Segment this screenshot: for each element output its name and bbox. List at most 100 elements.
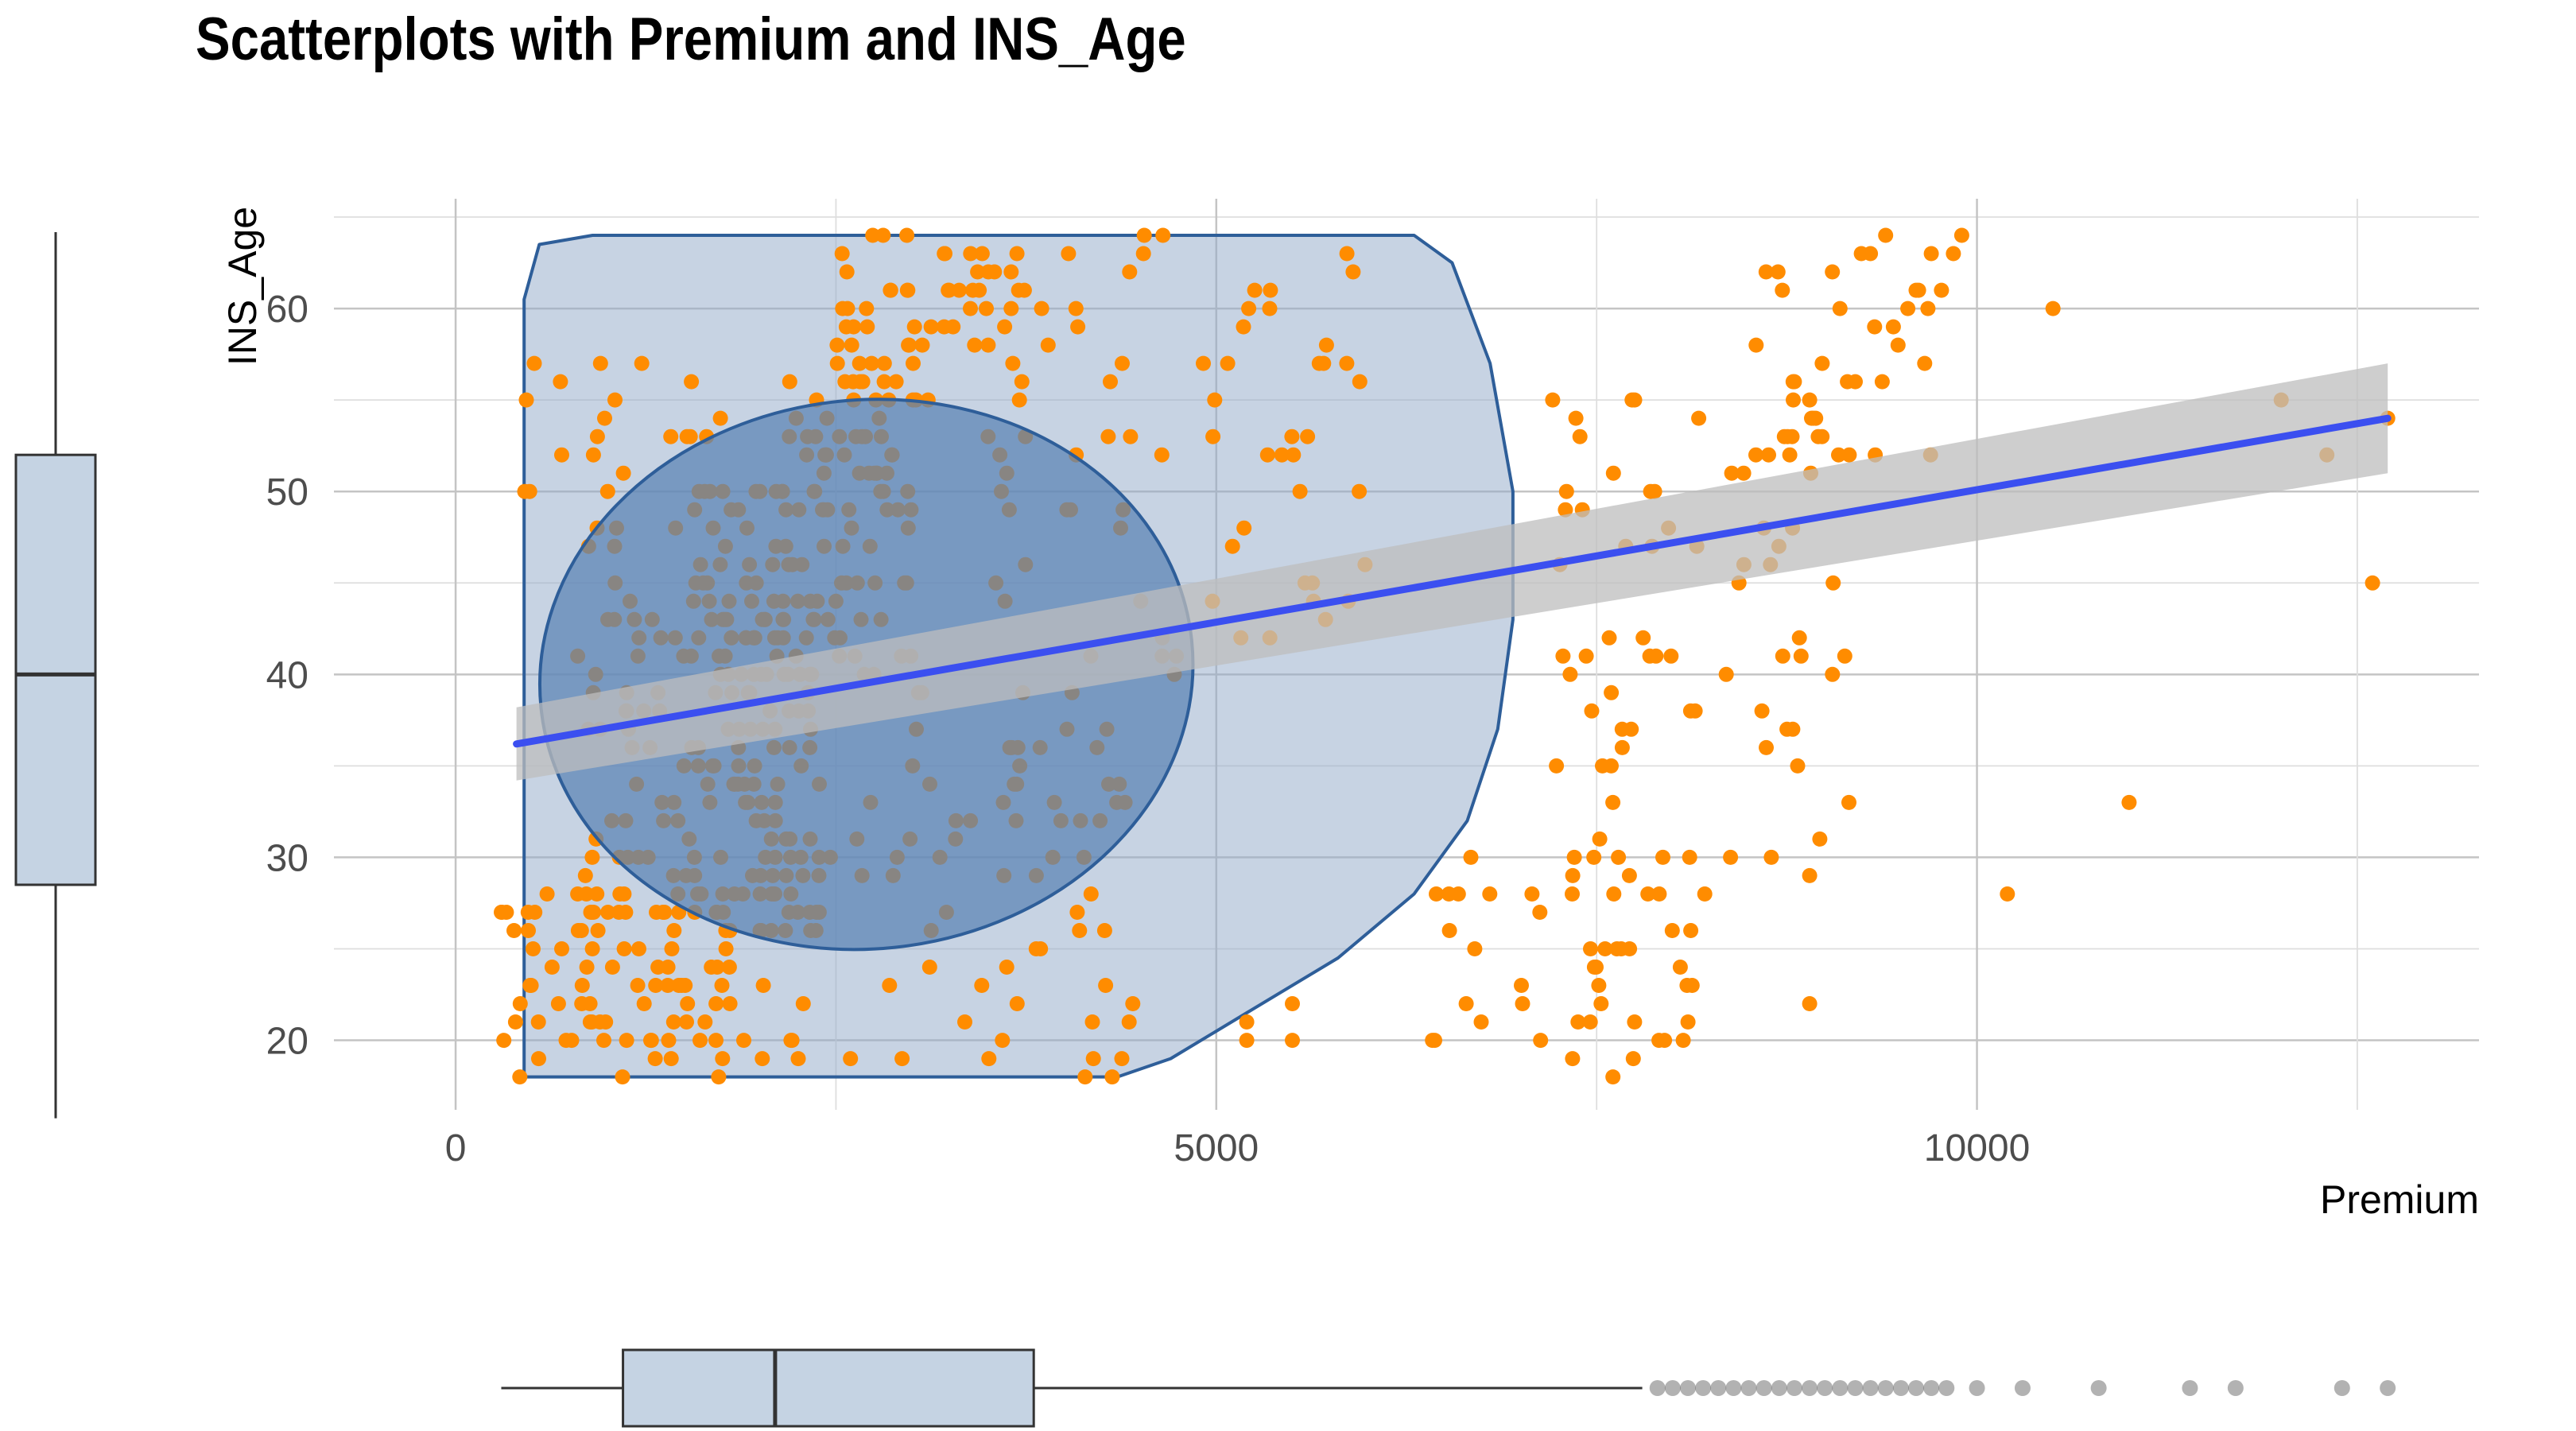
x-box-outlier <box>2014 1380 2031 1396</box>
data-point <box>708 1033 724 1049</box>
data-point <box>1908 282 1924 298</box>
data-point <box>1467 941 1483 956</box>
data-point <box>970 264 986 280</box>
data-point <box>711 1069 727 1085</box>
data-point <box>829 355 845 371</box>
data-point <box>1009 246 1025 262</box>
data-point <box>1114 1051 1130 1067</box>
data-point <box>894 1051 910 1067</box>
data-point <box>1946 246 1961 262</box>
data-point <box>967 337 983 353</box>
data-point <box>692 1033 708 1049</box>
data-point <box>647 1051 663 1067</box>
data-point <box>650 960 666 975</box>
data-point <box>1814 355 1830 371</box>
data-point <box>1863 246 1879 262</box>
data-point <box>921 960 937 975</box>
data-point <box>1096 923 1112 938</box>
data-point <box>615 465 631 481</box>
x-box-outlier <box>1847 1380 1864 1396</box>
data-point <box>974 978 990 993</box>
data-point <box>666 923 682 938</box>
data-point <box>522 978 538 993</box>
data-point <box>1810 429 1826 444</box>
x-box-outlier <box>1862 1380 1879 1396</box>
data-point <box>782 374 797 390</box>
x-box-outlier <box>1969 1380 1985 1396</box>
data-point <box>616 941 632 956</box>
data-point <box>1624 392 1640 408</box>
x-box-outlier <box>2182 1380 2198 1396</box>
data-point <box>937 246 952 262</box>
data-point <box>859 319 875 335</box>
data-point <box>1565 1051 1581 1067</box>
data-point <box>974 246 990 262</box>
data-point <box>1651 886 1667 902</box>
data-point <box>2000 886 2015 902</box>
data-point <box>1761 447 1776 463</box>
data-point <box>1565 886 1580 902</box>
data-point <box>589 429 605 444</box>
data-point <box>1115 355 1130 371</box>
x-box-outlier <box>1786 1380 1802 1396</box>
data-point <box>1840 374 1856 390</box>
data-point <box>844 337 859 353</box>
data-point <box>876 355 892 371</box>
data-point <box>1584 703 1600 719</box>
data-point <box>721 960 737 975</box>
data-point <box>945 319 961 335</box>
data-point <box>852 355 867 371</box>
data-point <box>1683 923 1699 938</box>
data-point <box>1532 905 1548 920</box>
data-point <box>586 905 601 920</box>
x-box-outlier <box>1679 1380 1696 1396</box>
data-point <box>712 410 728 426</box>
data-point <box>1878 227 1894 243</box>
data-point <box>664 941 680 956</box>
x-box-outlier <box>1710 1380 1727 1396</box>
data-point <box>829 337 845 353</box>
data-point <box>981 1051 997 1067</box>
data-point <box>1005 355 1021 371</box>
data-point <box>1136 227 1152 243</box>
data-point <box>1122 264 1138 280</box>
data-point <box>1514 978 1529 993</box>
data-point <box>1123 429 1139 444</box>
data-point <box>1825 264 1841 280</box>
y-tick-label: 30 <box>266 837 308 879</box>
data-point <box>518 392 534 408</box>
data-point <box>1832 301 1848 316</box>
data-point <box>1793 648 1809 664</box>
data-point <box>1103 374 1118 390</box>
data-point <box>863 355 879 371</box>
data-point <box>1549 758 1565 774</box>
data-point <box>1524 886 1540 902</box>
data-point <box>1352 374 1368 390</box>
data-point <box>906 355 921 371</box>
data-point <box>1837 648 1852 664</box>
data-point <box>1934 282 1949 298</box>
data-point <box>590 923 606 938</box>
data-point <box>834 246 850 262</box>
data-point <box>1274 447 1290 463</box>
data-point <box>1687 703 1703 719</box>
data-point <box>1586 849 1602 865</box>
data-point <box>1014 374 1030 390</box>
data-point <box>1578 648 1594 664</box>
data-point <box>1586 960 1602 975</box>
x-box-outlier <box>1771 1380 1787 1396</box>
data-point <box>1604 684 1620 700</box>
data-point <box>636 996 652 1011</box>
data-point <box>1236 319 1251 335</box>
x-box-outlier <box>2090 1380 2107 1396</box>
data-point <box>597 410 612 426</box>
data-point <box>1782 447 1798 463</box>
data-point <box>1672 960 1688 975</box>
data-point <box>1259 447 1275 463</box>
x-box-outlier <box>1832 1380 1849 1396</box>
x-tick-label: 5000 <box>1174 1127 1259 1169</box>
data-point <box>1592 831 1608 847</box>
data-point <box>553 374 568 390</box>
data-point <box>1224 538 1240 554</box>
data-point <box>1069 905 1085 920</box>
